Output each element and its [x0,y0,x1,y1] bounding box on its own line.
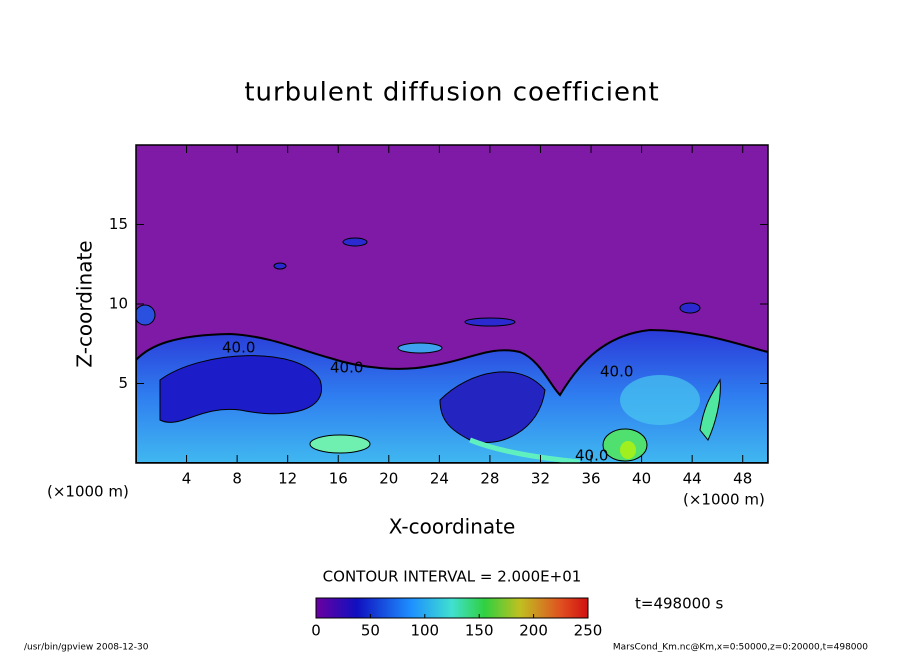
field-patch [620,375,700,425]
contour-label: 40.0 [575,447,608,465]
x-tick-label: 40 [632,470,651,488]
contour-label: 40.0 [330,359,363,377]
x-tick-label: 8 [232,470,242,488]
colorbar-tick-label: 150 [465,622,494,640]
x-tick-label: 4 [182,470,192,488]
y-tick-label: 15 [109,215,128,233]
colorbar-ticks: 0 50 100 150 200 250 [311,614,602,640]
colorbar-tick-label: 250 [574,622,603,640]
field-patch [464,317,516,327]
time-label: t=498000 s [635,595,723,613]
y-axis-label: Z-coordinate [73,240,97,367]
field-patch [620,441,636,459]
contour-interval: CONTOUR INTERVAL = 2.000E+01 [323,568,582,586]
field-vortex [439,371,546,444]
x-axis-label: X-coordinate [389,515,516,539]
y-tick-label: 5 [118,374,128,392]
x-tick-label: 44 [683,470,702,488]
x-tick-label: 20 [379,470,398,488]
field-patch [699,378,721,441]
field-patch [679,302,701,314]
x-tick-label: 16 [329,470,348,488]
field-patch [397,342,443,354]
footer-right: MarsCond_Km.nc@Km,x=0:50000,z=0:20000,t=… [613,643,868,653]
colorbar-tick-label: 50 [361,622,380,640]
field: 40.0 40.0 40.0 40.0 [136,145,768,465]
field-patch [136,304,156,326]
footer-left: /usr/bin/gpview 2008-12-30 [24,643,149,653]
field-patch [342,237,368,247]
x-tick-label: 32 [531,470,550,488]
colorbar-tick-label: 200 [519,622,548,640]
x-unit-label: (×1000 m) [683,491,765,509]
colorbar [315,597,589,619]
contour-label: 40.0 [222,339,255,357]
chart-title: turbulent diffusion coefficient [244,78,659,108]
x-tick-label: 24 [430,470,449,488]
y-tick-label: 10 [109,295,128,313]
x-tick-label: 36 [581,470,600,488]
y-unit-label: (×1000 m) [47,483,129,501]
field-patch [309,434,371,454]
colorbar-tick-label: 100 [410,622,439,640]
x-tick-label: 28 [480,470,499,488]
contour-label: 40.0 [600,363,633,381]
field-patch [273,262,287,270]
x-tick-label: 12 [278,470,297,488]
field-streak [469,437,581,463]
x-tick-label: 48 [733,470,752,488]
field-vortex [159,355,322,423]
colorbar-tick-label: 0 [311,622,321,640]
